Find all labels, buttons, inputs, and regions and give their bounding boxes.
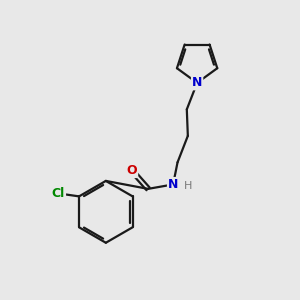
Text: O: O [127,164,137,177]
Text: H: H [184,181,192,191]
Text: Cl: Cl [52,187,65,200]
Text: N: N [168,178,178,191]
Text: N: N [192,76,202,89]
